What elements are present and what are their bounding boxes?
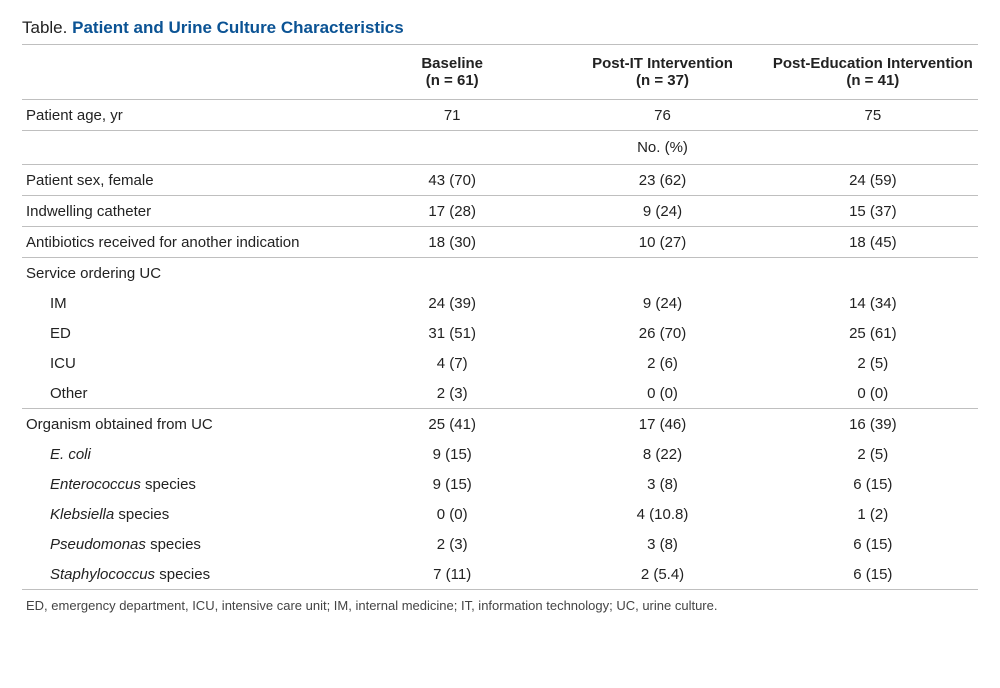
row-age: Patient age, yr 71 76 75: [22, 100, 978, 131]
val-org-entero-2: 3 (8): [557, 469, 767, 499]
val-org-entero-3: 6 (15): [768, 469, 978, 499]
val-sex-1: 43 (70): [347, 165, 557, 196]
val-age-1: 71: [347, 100, 557, 131]
row-abx: Antibiotics received for another indicat…: [22, 227, 978, 258]
val-org-1: 25 (41): [347, 409, 557, 440]
val-org-kleb-1: 0 (0): [347, 499, 557, 529]
label-org-entero: Enterococcus species: [26, 476, 196, 493]
val-abx-2: 10 (27): [557, 227, 767, 258]
val-svc-other-2: 0 (0): [557, 378, 767, 409]
val-svc-im-1: 24 (39): [347, 288, 557, 318]
val-org-pseud-3: 6 (15): [768, 529, 978, 559]
label-org-pseud: Pseudomonas species: [26, 536, 201, 553]
header-row: Baseline (n = 61) Post-IT Intervention (…: [22, 45, 978, 100]
header-post-edu: Post-Education Intervention (n = 41): [768, 45, 978, 100]
header-post-it-line2: (n = 37): [561, 72, 763, 89]
header-baseline-line2: (n = 61): [351, 72, 553, 89]
row-org-header: Organism obtained from UC 25 (41) 17 (46…: [22, 409, 978, 440]
val-sex-3: 24 (59): [768, 165, 978, 196]
label-abx: Antibiotics received for another indicat…: [22, 227, 347, 258]
val-svc-ed-1: 31 (51): [347, 318, 557, 348]
row-svc-header: Service ordering UC: [22, 258, 978, 289]
characteristics-table: Baseline (n = 61) Post-IT Intervention (…: [22, 44, 978, 619]
val-org-pseud-2: 3 (8): [557, 529, 767, 559]
table-caption: Table. Patient and Urine Culture Charact…: [22, 18, 978, 38]
val-sex-2: 23 (62): [557, 165, 767, 196]
header-baseline-line1: Baseline: [351, 55, 553, 72]
val-org-ecoli-1: 9 (15): [347, 439, 557, 469]
label-age: Patient age, yr: [22, 100, 347, 131]
label-svc-ed: ED: [26, 325, 71, 342]
val-age-2: 76: [557, 100, 767, 131]
val-svc-other-1: 2 (3): [347, 378, 557, 409]
header-post-it: Post-IT Intervention (n = 37): [557, 45, 767, 100]
row-org-pseud: Pseudomonas species 2 (3) 3 (8) 6 (15): [22, 529, 978, 559]
row-svc-im: IM 24 (39) 9 (24) 14 (34): [22, 288, 978, 318]
row-catheter: Indwelling catheter 17 (28) 9 (24) 15 (3…: [22, 196, 978, 227]
header-post-it-line1: Post-IT Intervention: [561, 55, 763, 72]
val-org-kleb-2: 4 (10.8): [557, 499, 767, 529]
val-org-staph-1: 7 (11): [347, 559, 557, 590]
val-abx-1: 18 (30): [347, 227, 557, 258]
val-age-3: 75: [768, 100, 978, 131]
row-sex: Patient sex, female 43 (70) 23 (62) 24 (…: [22, 165, 978, 196]
label-svc: Service ordering UC: [22, 258, 347, 289]
row-org-staph: Staphylococcus species 7 (11) 2 (5.4) 6 …: [22, 559, 978, 590]
row-org-entero: Enterococcus species 9 (15) 3 (8) 6 (15): [22, 469, 978, 499]
val-svc-im-3: 14 (34): [768, 288, 978, 318]
val-cath-2: 9 (24): [557, 196, 767, 227]
row-group-no-pct: No. (%): [22, 131, 978, 165]
val-abx-3: 18 (45): [768, 227, 978, 258]
val-org-kleb-3: 1 (2): [768, 499, 978, 529]
label-org-staph: Staphylococcus species: [26, 566, 210, 583]
header-baseline: Baseline (n = 61): [347, 45, 557, 100]
val-svc-icu-1: 4 (7): [347, 348, 557, 378]
header-post-edu-line1: Post-Education Intervention: [772, 55, 974, 72]
val-org-3: 16 (39): [768, 409, 978, 440]
val-svc-ed-3: 25 (61): [768, 318, 978, 348]
val-org-pseud-1: 2 (3): [347, 529, 557, 559]
footnote-text: ED, emergency department, ICU, intensive…: [22, 590, 978, 620]
label-org-kleb: Klebsiella species: [26, 506, 169, 523]
label-svc-other: Other: [26, 385, 88, 402]
header-post-edu-line2: (n = 41): [772, 72, 974, 89]
group-spacer: [22, 131, 347, 165]
label-org: Organism obtained from UC: [22, 409, 347, 440]
header-stub: [22, 45, 347, 100]
val-svc-icu-2: 2 (6): [557, 348, 767, 378]
label-sex: Patient sex, female: [22, 165, 347, 196]
row-org-ecoli: E. coli 9 (15) 8 (22) 2 (5): [22, 439, 978, 469]
val-org-ecoli-2: 8 (22): [557, 439, 767, 469]
val-svc-im-2: 9 (24): [557, 288, 767, 318]
val-org-ecoli-3: 2 (5): [768, 439, 978, 469]
caption-lead: Table.: [22, 18, 67, 37]
val-org-entero-1: 9 (15): [347, 469, 557, 499]
label-catheter: Indwelling catheter: [22, 196, 347, 227]
label-org-ecoli: E. coli: [26, 446, 91, 463]
val-svc-icu-3: 2 (5): [768, 348, 978, 378]
val-svc-ed-2: 26 (70): [557, 318, 767, 348]
group-no-pct-label: No. (%): [347, 131, 978, 165]
val-org-staph-3: 6 (15): [768, 559, 978, 590]
row-org-kleb: Klebsiella species 0 (0) 4 (10.8) 1 (2): [22, 499, 978, 529]
row-svc-other: Other 2 (3) 0 (0) 0 (0): [22, 378, 978, 409]
val-org-staph-2: 2 (5.4): [557, 559, 767, 590]
val-org-2: 17 (46): [557, 409, 767, 440]
row-svc-ed: ED 31 (51) 26 (70) 25 (61): [22, 318, 978, 348]
row-svc-icu: ICU 4 (7) 2 (6) 2 (5): [22, 348, 978, 378]
val-cath-1: 17 (28): [347, 196, 557, 227]
label-svc-icu: ICU: [26, 355, 76, 372]
val-cath-3: 15 (37): [768, 196, 978, 227]
label-svc-im: IM: [26, 295, 67, 312]
caption-title: Patient and Urine Culture Characteristic…: [72, 18, 404, 37]
footnote-row: ED, emergency department, ICU, intensive…: [22, 590, 978, 620]
val-svc-other-3: 0 (0): [768, 378, 978, 409]
